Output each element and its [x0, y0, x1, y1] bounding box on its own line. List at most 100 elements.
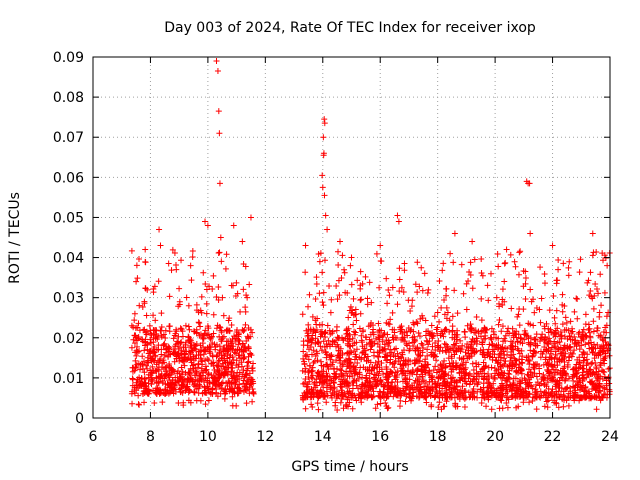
- data-point: [579, 371, 586, 378]
- data-point: [551, 338, 558, 345]
- data-point: [431, 378, 438, 385]
- data-point: [582, 321, 589, 328]
- data-point: [573, 378, 580, 385]
- data-point: [230, 282, 237, 289]
- data-point: [516, 356, 523, 363]
- data-point: [558, 335, 565, 342]
- data-point: [243, 292, 250, 299]
- data-point: [197, 372, 204, 379]
- data-point: [428, 331, 435, 338]
- data-point: [416, 333, 423, 340]
- data-point: [454, 403, 461, 410]
- data-point: [386, 370, 393, 377]
- data-point: [470, 393, 477, 400]
- data-point: [308, 401, 315, 408]
- data-point: [552, 343, 559, 350]
- data-point: [244, 362, 251, 369]
- data-point: [180, 358, 187, 365]
- data-point: [499, 323, 506, 330]
- y-tick-label: 0.05: [53, 210, 84, 226]
- data-point: [363, 383, 370, 390]
- data-point: [497, 374, 504, 381]
- data-point: [399, 351, 406, 358]
- data-point: [357, 268, 364, 275]
- data-point: [448, 391, 455, 398]
- data-point: [447, 375, 454, 382]
- data-point: [488, 335, 495, 342]
- data-point: [349, 379, 356, 386]
- data-point: [302, 242, 309, 249]
- data-point: [215, 363, 222, 370]
- data-point: [319, 299, 326, 306]
- data-point: [504, 345, 511, 352]
- data-point: [319, 184, 326, 191]
- data-point: [599, 250, 606, 257]
- data-point: [309, 404, 316, 411]
- data-point: [308, 374, 315, 381]
- data-point: [441, 403, 448, 410]
- data-point: [585, 277, 592, 284]
- data-point: [562, 350, 569, 357]
- data-point: [159, 360, 166, 367]
- data-point: [205, 370, 212, 377]
- data-point: [397, 326, 404, 333]
- data-point: [240, 348, 247, 355]
- data-point: [133, 352, 140, 359]
- data-point: [597, 345, 604, 352]
- data-point: [491, 365, 498, 372]
- data-point: [561, 333, 568, 340]
- data-point: [569, 328, 576, 335]
- data-point: [408, 303, 415, 310]
- data-point: [443, 285, 450, 292]
- data-point: [424, 383, 431, 390]
- data-point: [526, 399, 533, 406]
- data-point: [208, 333, 215, 340]
- data-point: [358, 399, 365, 406]
- data-point: [435, 404, 442, 411]
- data-point: [202, 375, 209, 382]
- data-point: [586, 292, 593, 299]
- data-point: [198, 309, 205, 316]
- data-point: [497, 389, 504, 396]
- data-point: [216, 333, 223, 340]
- data-point: [242, 321, 249, 328]
- data-point: [563, 319, 570, 326]
- data-point: [405, 357, 412, 364]
- data-point: [431, 393, 438, 400]
- data-point: [363, 341, 370, 348]
- data-point: [316, 290, 323, 297]
- data-point: [319, 269, 326, 276]
- data-point: [168, 369, 175, 376]
- data-point: [141, 390, 148, 397]
- data-point: [241, 373, 248, 380]
- data-point: [486, 341, 493, 348]
- data-point: [144, 346, 151, 353]
- data-point: [377, 242, 384, 249]
- data-point: [534, 361, 541, 368]
- data-point: [496, 371, 503, 378]
- data-point: [591, 341, 598, 348]
- data-point: [471, 380, 478, 387]
- data-point: [145, 380, 152, 387]
- data-point: [532, 336, 539, 343]
- data-point: [311, 358, 318, 365]
- data-point: [368, 299, 375, 306]
- data-point: [576, 269, 583, 276]
- data-point: [381, 330, 388, 337]
- data-point: [577, 363, 584, 370]
- data-point: [506, 362, 513, 369]
- data-point: [576, 329, 583, 336]
- data-point: [211, 341, 218, 348]
- data-point: [188, 277, 195, 284]
- data-point: [470, 366, 477, 373]
- data-point: [317, 358, 324, 365]
- data-point: [436, 318, 443, 325]
- data-point: [456, 369, 463, 376]
- data-point: [444, 309, 451, 316]
- data-point: [327, 309, 334, 316]
- data-point: [582, 394, 589, 401]
- data-point: [460, 355, 467, 362]
- data-point: [394, 212, 401, 219]
- data-point: [422, 362, 429, 369]
- data-point: [447, 345, 454, 352]
